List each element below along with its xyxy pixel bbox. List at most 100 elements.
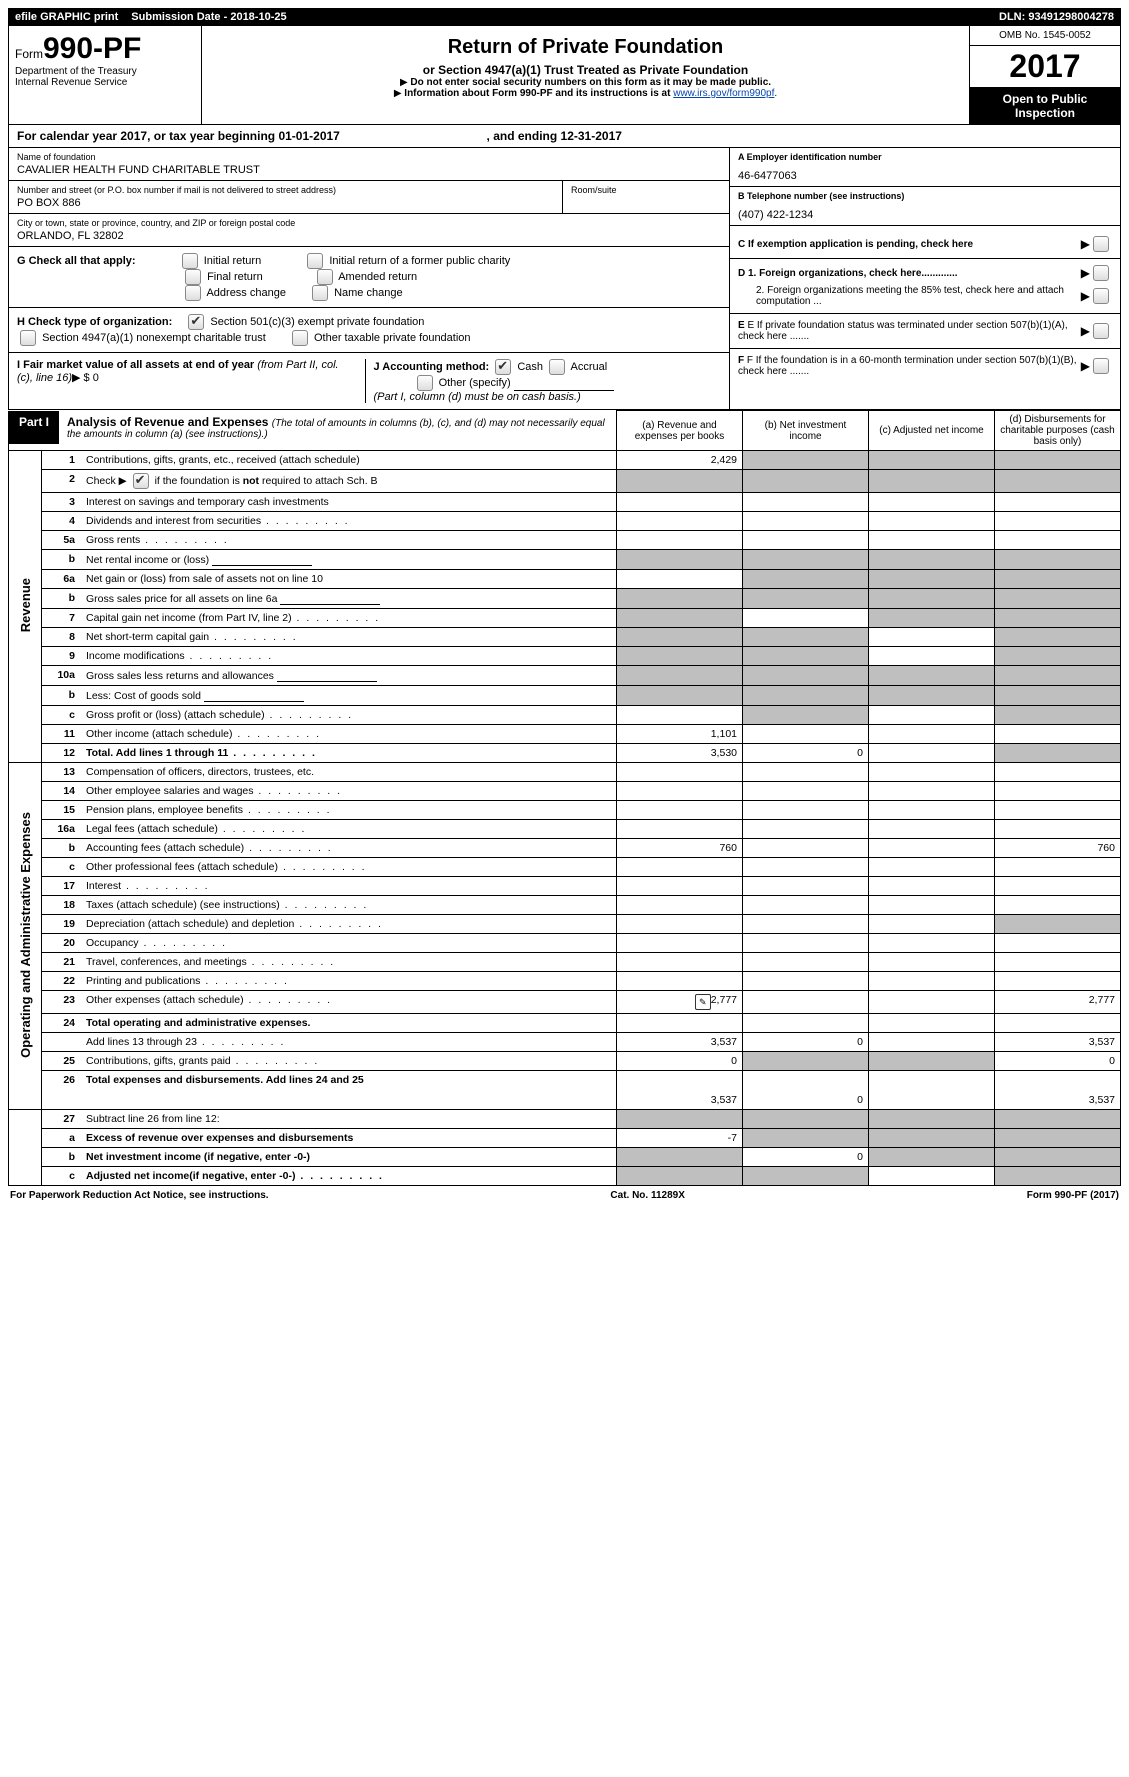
row-desc: Net short-term capital gain [81, 628, 617, 647]
row-desc: Taxes (attach schedule) (see instruction… [81, 896, 617, 915]
row-desc: Total. Add lines 1 through 11 [81, 744, 617, 763]
checkbox-f[interactable] [1093, 358, 1109, 374]
row-num: 9 [42, 647, 82, 666]
attachment-icon[interactable]: ✎ [695, 994, 711, 1010]
cell-d [995, 934, 1121, 953]
row-desc: Capital gain net income (from Part IV, l… [81, 609, 617, 628]
row-num: c [42, 858, 82, 877]
checkbox-other-method[interactable] [417, 375, 433, 391]
row-num: 11 [42, 725, 82, 744]
cell-d [995, 451, 1121, 470]
table-row: Revenue1Contributions, gifts, grants, et… [9, 451, 1121, 470]
cell-c [869, 1014, 995, 1033]
cell-a [617, 512, 743, 531]
cell-a [617, 686, 743, 706]
cell-c [869, 1129, 995, 1148]
checkbox-final[interactable] [185, 269, 201, 285]
col-b: (b) Net investment income [743, 411, 869, 451]
cell-b [743, 1167, 869, 1186]
row-num: 12 [42, 744, 82, 763]
cell-c [869, 531, 995, 550]
calendar-year-row: For calendar year 2017, or tax year begi… [8, 125, 1121, 148]
checkbox-accrual[interactable] [549, 359, 565, 375]
part1-header-row: Part I Analysis of Revenue and Expenses … [9, 411, 1121, 451]
checkbox-name[interactable] [312, 285, 328, 301]
checkbox-initial-return[interactable] [182, 253, 198, 269]
cell-d [995, 763, 1121, 782]
side-label: Revenue [9, 451, 42, 763]
cell-d [995, 470, 1121, 493]
checkbox-d1[interactable] [1093, 265, 1109, 281]
cell-d [995, 1014, 1121, 1033]
cell-c [869, 972, 995, 991]
checkbox-c[interactable] [1093, 236, 1109, 252]
cell-c [869, 1033, 995, 1052]
spacer [294, 9, 993, 25]
cell-b: 0 [743, 1071, 869, 1110]
cell-c [869, 609, 995, 628]
cell-d [995, 1129, 1121, 1148]
row-desc: Net gain or (loss) from sale of assets n… [81, 570, 617, 589]
ein-cell: A Employer identification number 46-6477… [730, 148, 1120, 187]
cell-c [869, 934, 995, 953]
checkbox-e[interactable] [1093, 323, 1109, 339]
checkbox-501c3[interactable] [188, 314, 204, 330]
cell-b: 0 [743, 1148, 869, 1167]
checkbox-d2[interactable] [1093, 288, 1109, 304]
cell-b [743, 550, 869, 570]
irs-link[interactable]: www.irs.gov/form990pf [673, 88, 774, 99]
cell-c [869, 647, 995, 666]
cell-a [617, 1110, 743, 1129]
row-desc: Check ▶ if the foundation is not require… [81, 470, 617, 493]
cell-a: ✎ 2,777 [617, 991, 743, 1014]
cell-c [869, 801, 995, 820]
cell-a: 0 [617, 1052, 743, 1071]
checkbox-initial-former[interactable] [307, 253, 323, 269]
cell-b [743, 1129, 869, 1148]
cell-d [995, 589, 1121, 609]
section-ij: I Fair market value of all assets at end… [9, 353, 729, 409]
row-desc: Total operating and administrative expen… [81, 1014, 617, 1033]
info-left: Name of foundation CAVALIER HEALTH FUND … [9, 148, 729, 409]
row-num: 13 [42, 763, 82, 782]
row-num: 3 [42, 493, 82, 512]
cell-a: 3,537 [617, 1033, 743, 1052]
table-row: 10aGross sales less returns and allowanc… [9, 666, 1121, 686]
checkbox-other-taxable[interactable] [292, 330, 308, 346]
cell-b: 0 [743, 1033, 869, 1052]
header-center: Return of Private Foundation or Section … [202, 26, 969, 124]
table-row: 12Total. Add lines 1 through 113,5300 [9, 744, 1121, 763]
info-grid: Name of foundation CAVALIER HEALTH FUND … [8, 148, 1121, 410]
cell-d [995, 1167, 1121, 1186]
cell-d [995, 801, 1121, 820]
right-checks: C If exemption application is pending, c… [730, 226, 1120, 387]
cell-a [617, 531, 743, 550]
cell-c [869, 763, 995, 782]
table-row: 27Subtract line 26 from line 12: [9, 1110, 1121, 1129]
row-num: 5a [42, 531, 82, 550]
row-num: b [42, 589, 82, 609]
cell-d [995, 570, 1121, 589]
row-desc: Printing and publications [81, 972, 617, 991]
cell-d [995, 972, 1121, 991]
row-num: 27 [42, 1110, 82, 1129]
cell-d [995, 512, 1121, 531]
cell-a [617, 972, 743, 991]
checkbox-4947[interactable] [20, 330, 36, 346]
cell-c [869, 451, 995, 470]
cell-b [743, 934, 869, 953]
dln: DLN: 93491298004278 [993, 9, 1120, 25]
row-num: c [42, 706, 82, 725]
cell-d [995, 877, 1121, 896]
table-row: 23Other expenses (attach schedule)✎ 2,77… [9, 991, 1121, 1014]
checkbox-amended[interactable] [317, 269, 333, 285]
checkbox-schb[interactable] [133, 473, 149, 489]
cell-d [995, 1110, 1121, 1129]
table-row: 14Other employee salaries and wages [9, 782, 1121, 801]
cell-c [869, 1148, 995, 1167]
checkbox-cash[interactable] [495, 359, 511, 375]
cell-d [995, 531, 1121, 550]
warn1: ▶ Do not enter social security numbers o… [208, 77, 963, 88]
checkbox-address[interactable] [185, 285, 201, 301]
table-row: 22Printing and publications [9, 972, 1121, 991]
